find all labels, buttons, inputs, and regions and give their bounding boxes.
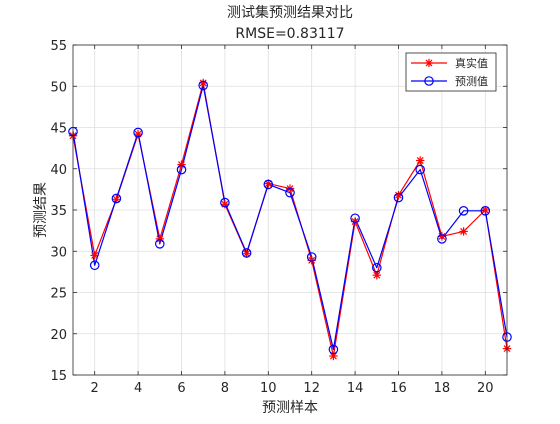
x-tick-label: 8 (221, 381, 229, 396)
actual-data-point (437, 232, 447, 241)
x-tick-label: 6 (177, 381, 185, 396)
legend-item-actual: 真实值 (411, 56, 488, 70)
y-tick-label: 40 (50, 163, 67, 178)
legend-asterisk-glyph (424, 58, 434, 68)
predicted-data-point (263, 179, 274, 190)
predicted-data-point (371, 262, 382, 273)
actual-data-point (155, 234, 164, 244)
x-tick-label: 18 (434, 381, 451, 396)
predicted-data-point (437, 234, 447, 244)
legend-label-actual: 真实值 (455, 56, 488, 70)
y-tick-label: 15 (50, 369, 67, 384)
legend: 真实值 预测值 (405, 52, 497, 92)
predicted-data-point (89, 260, 100, 271)
predicted-data-point (155, 239, 165, 249)
actual-data-point (177, 160, 186, 169)
y-tick-label: 20 (50, 328, 67, 343)
actual-data-point (199, 78, 208, 88)
legend-label-predicted: 预测值 (455, 75, 488, 88)
actual-data-point (394, 190, 403, 200)
actual-data-point (242, 249, 251, 258)
x-tick-label: 10 (260, 381, 277, 396)
x-tick-label: 2 (91, 381, 99, 396)
x-tick-label: 14 (347, 381, 364, 396)
actual-data-point (90, 251, 99, 260)
predicted-data-point (350, 213, 360, 224)
x-tick-label: 16 (390, 381, 407, 396)
predicted-data-point (111, 193, 122, 204)
legend-item-predicted: 预测值 (411, 75, 488, 88)
y-tick-label: 25 (50, 287, 67, 302)
y-tick-label: 55 (50, 39, 67, 54)
series-layer (68, 78, 512, 361)
predicted-data-point (176, 164, 187, 175)
predicted-data-point (480, 206, 491, 216)
tick-layer: 2 4 6 8 10 12 14 16 18 20 15 20 25 30 35 40 45 50 55 (50, 39, 507, 396)
y-tick-label: 45 (50, 122, 67, 137)
y-tick-label: 35 (50, 204, 67, 219)
x-tick-label: 4 (134, 381, 142, 396)
x-tick-label: 12 (303, 381, 320, 396)
predicted-data-point (415, 164, 425, 175)
predicted-data-point (328, 344, 339, 355)
predicted-data-point (133, 127, 143, 138)
predicted-data-point (220, 197, 230, 208)
chart-title: 测试集预测结果对比 (227, 4, 353, 21)
predicted-data-point (458, 206, 469, 216)
predicted-data-point (285, 187, 295, 198)
predicted-data-point (241, 248, 252, 258)
actual-data-point (112, 195, 121, 204)
x-tick-label: 20 (477, 381, 494, 396)
predicted-data-point (393, 192, 404, 203)
actual-data-point (459, 227, 468, 236)
y-tick-label: 50 (50, 80, 67, 95)
actual-data-point (416, 156, 425, 165)
chart-subtitle: RMSE=0.83117 (235, 26, 344, 42)
y-tick-label: 30 (50, 245, 67, 260)
y-axis-label: 预测结果 (33, 182, 49, 238)
x-axis-label: 预测样本 (262, 400, 318, 416)
predicted-data-point (306, 252, 317, 262)
predicted-data-point (198, 80, 208, 91)
legend-asterisk-marker (424, 58, 434, 68)
legend-box (405, 52, 497, 92)
legend-circle-marker (424, 76, 434, 86)
